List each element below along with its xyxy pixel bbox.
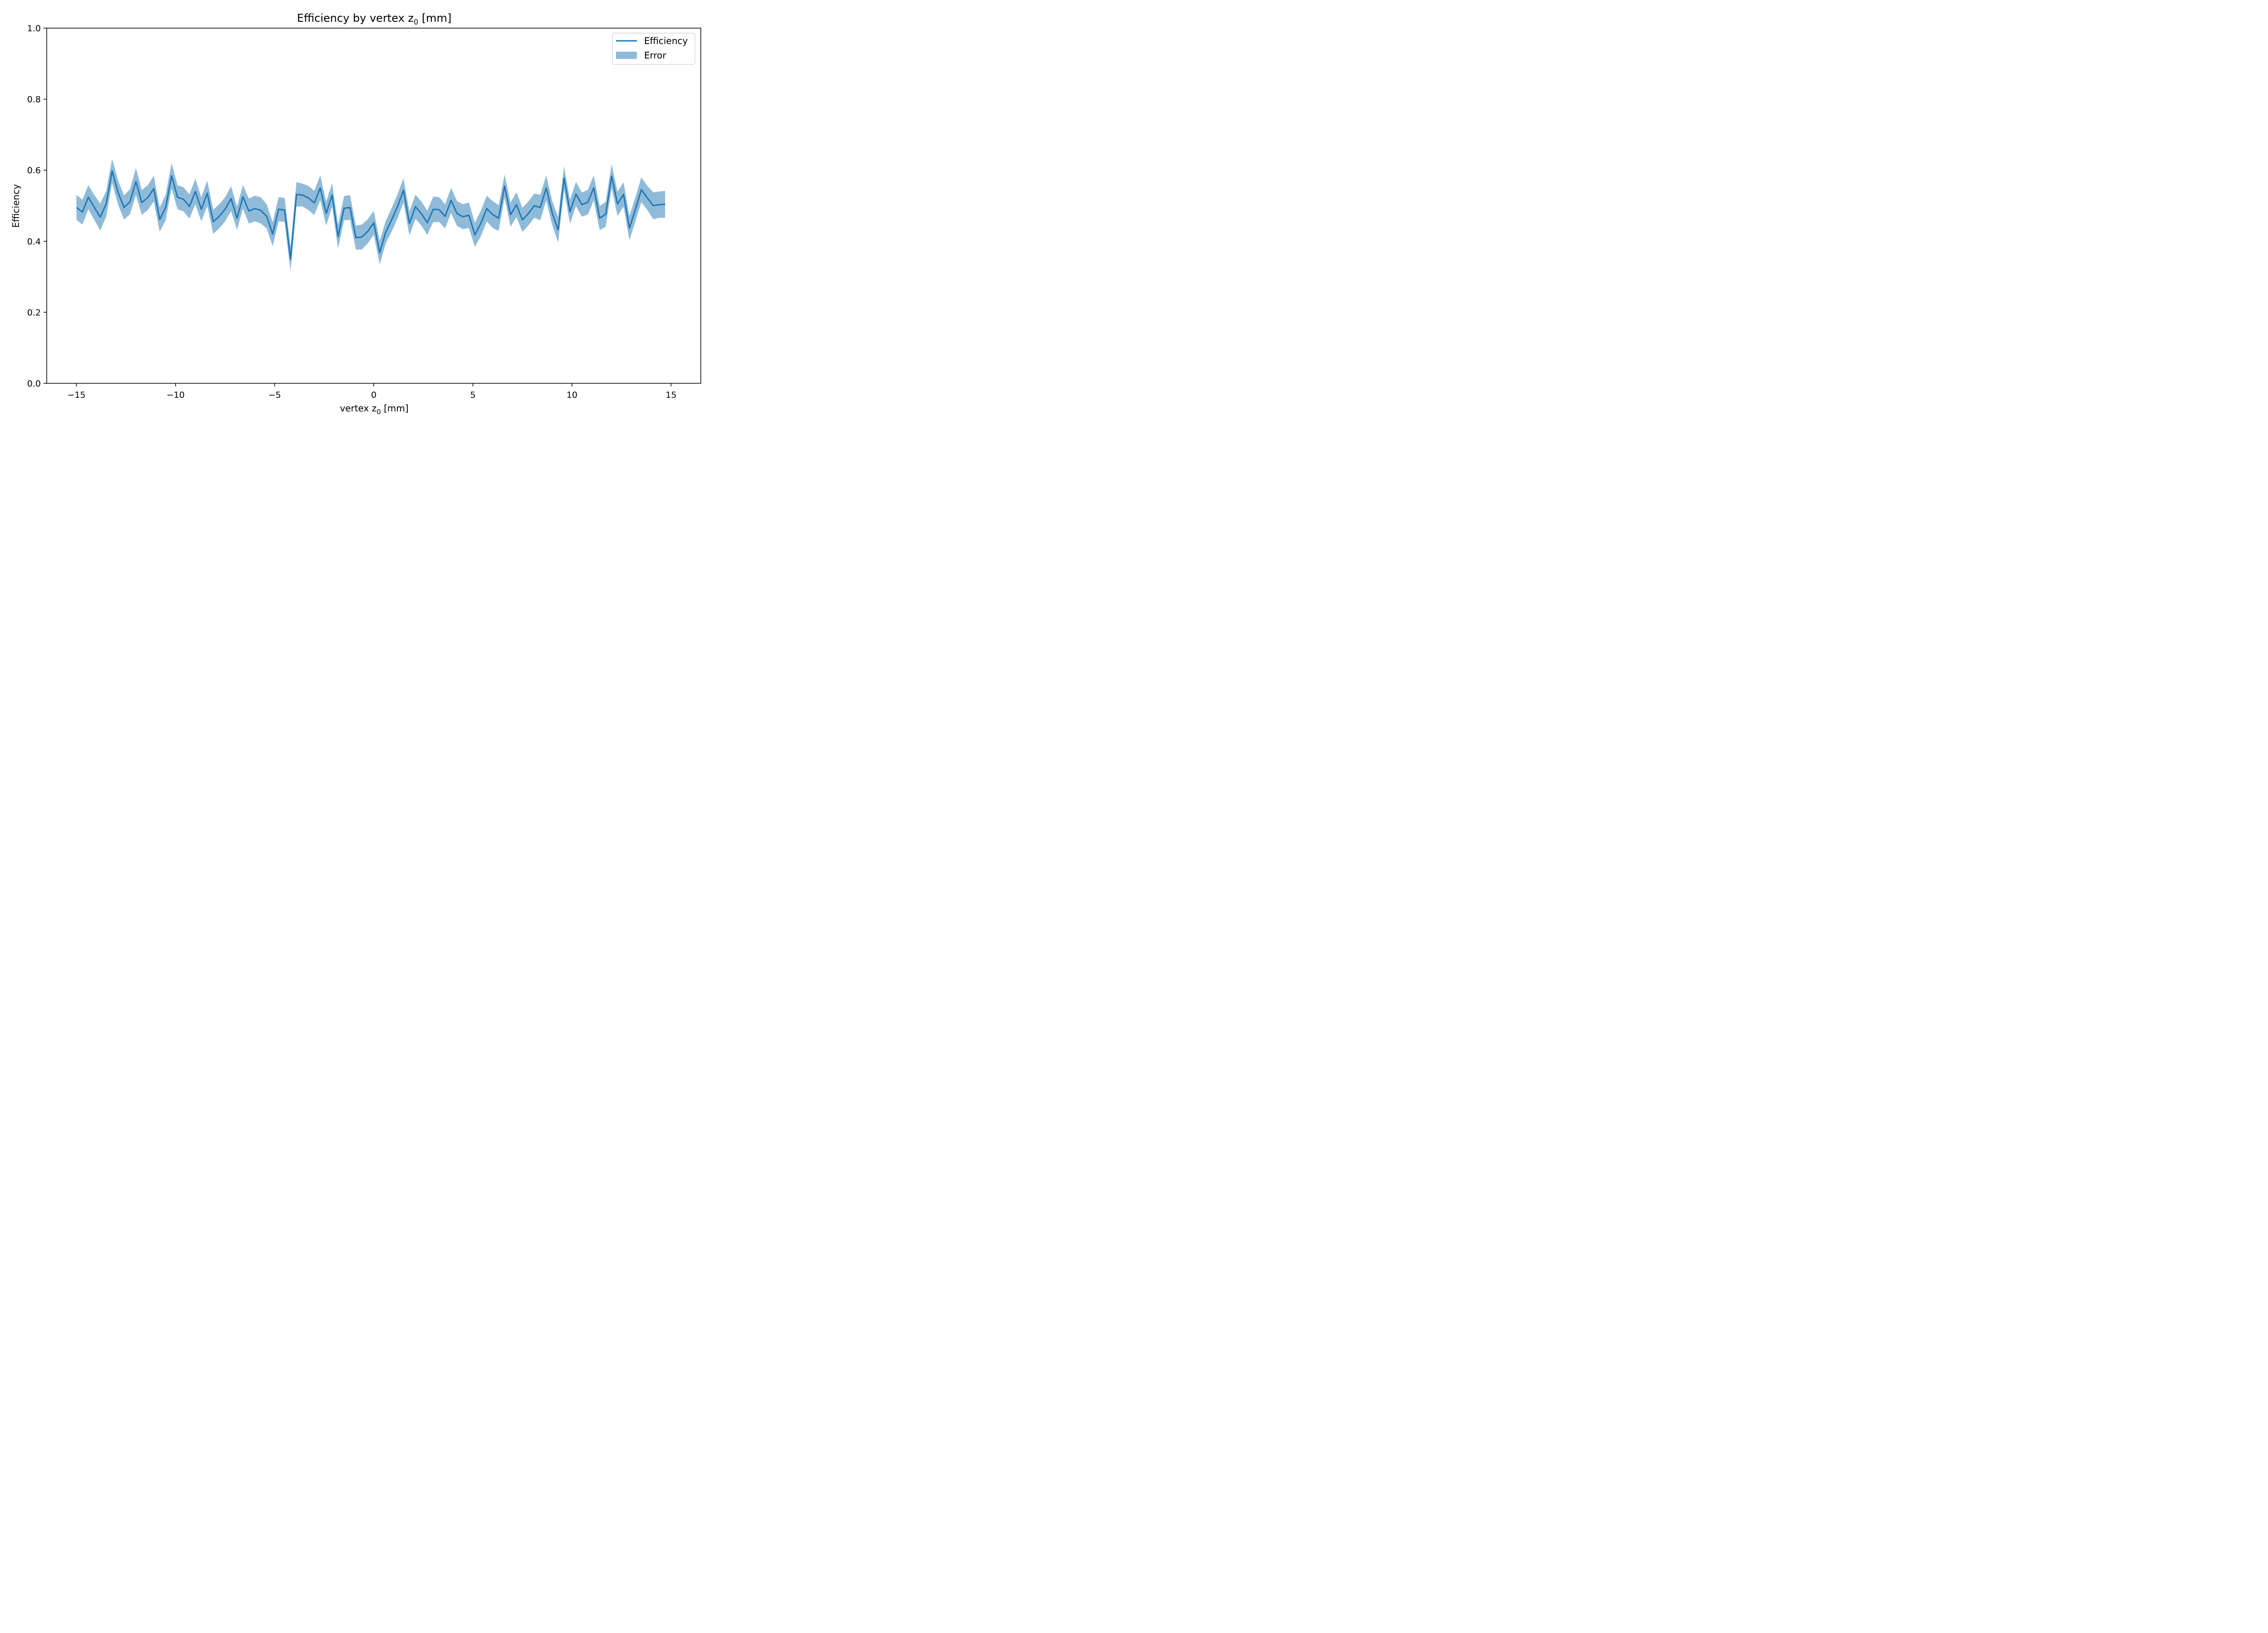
legend-error-label: Error [644, 50, 667, 61]
x-tick-label: 0 [371, 390, 376, 400]
x-tick-label: −15 [67, 390, 85, 400]
chart-title: Efficiency by vertex z0 [mm] [297, 12, 452, 26]
x-tick-label: −5 [269, 390, 281, 400]
legend: Efficiency Error [612, 33, 695, 65]
x-tick-label: 10 [567, 390, 577, 400]
x-axis-ticks: −15 −10 −5 0 5 10 15 [67, 383, 677, 400]
legend-error-swatch [616, 52, 637, 59]
x-tick-label: 15 [665, 390, 676, 400]
y-tick-label: 0.6 [27, 166, 41, 176]
chart-background [0, 0, 710, 426]
legend-efficiency-label: Efficiency [644, 35, 688, 46]
y-axis-label: Efficiency [10, 184, 21, 228]
efficiency-chart: Efficiency by vertex z0 [mm] −15 −10 −5 0 5 1… [0, 0, 710, 426]
y-tick-label: 0.8 [27, 95, 41, 105]
efficiency-line-layer [76, 170, 665, 260]
y-tick-label: 0.0 [27, 379, 41, 389]
y-tick-label: 0.2 [27, 308, 41, 318]
y-tick-label: 1.0 [27, 24, 41, 34]
x-tick-label: 5 [470, 390, 475, 400]
y-axis-ticks: 0.0 0.2 0.4 0.6 0.8 1.0 [27, 24, 47, 389]
efficiency-line [76, 170, 665, 260]
x-tick-label: −10 [166, 390, 185, 400]
x-axis-label: vertex z0 [mm] [340, 403, 408, 416]
y-tick-label: 0.4 [27, 237, 41, 247]
